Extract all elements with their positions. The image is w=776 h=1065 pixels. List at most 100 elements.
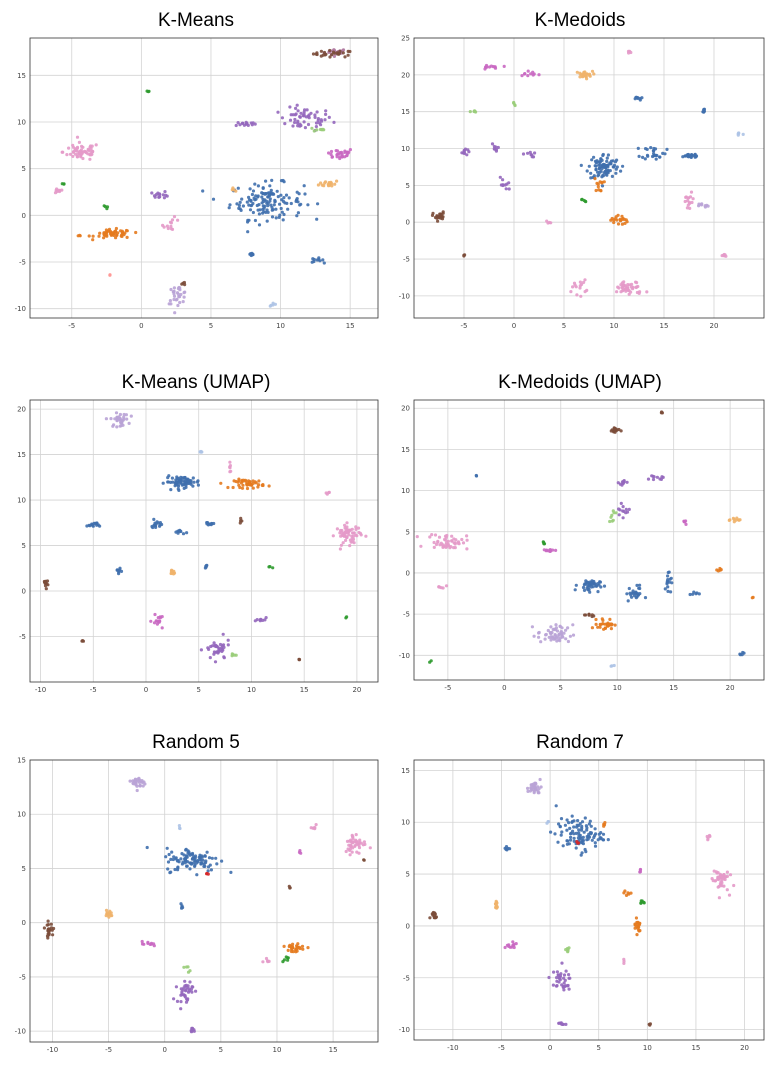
data-point	[606, 153, 610, 157]
data-point	[170, 218, 175, 222]
kmedoids-umap-panel: K-Medoids (UMAP) -5 0 5 10 15 20 -10 -5 0 5 10 15 20	[388, 370, 772, 700]
kmeans-panel: K-Means -5 0 5 10 15 -10 -5 0 5 10 15	[6, 8, 386, 330]
data-point	[172, 997, 176, 1001]
data-point	[610, 622, 614, 626]
data-point	[158, 616, 162, 620]
data-point	[262, 210, 266, 214]
cluster	[639, 899, 646, 905]
data-point	[169, 227, 173, 231]
data-point	[625, 510, 630, 514]
data-point	[603, 622, 607, 626]
y-tick-label: 0	[406, 569, 410, 577]
data-point	[689, 190, 694, 194]
cluster	[659, 410, 664, 415]
x-tick-label: 0	[502, 684, 506, 692]
data-point	[571, 285, 575, 289]
data-point	[192, 480, 196, 484]
data-point	[213, 660, 218, 664]
data-point	[571, 623, 575, 627]
data-point	[547, 975, 551, 980]
cluster	[580, 197, 588, 204]
data-point	[266, 210, 270, 214]
cluster	[638, 867, 643, 874]
data-point	[564, 969, 568, 973]
x-tick-label: 5	[596, 1044, 600, 1052]
data-point	[191, 476, 195, 480]
data-point	[115, 233, 119, 237]
data-point	[503, 846, 507, 850]
data-point	[551, 636, 555, 640]
data-point	[626, 599, 630, 603]
cluster	[324, 490, 331, 496]
data-point	[298, 115, 302, 119]
data-point	[614, 215, 618, 219]
cluster	[503, 940, 518, 950]
data-point	[253, 198, 257, 202]
data-point	[689, 155, 693, 159]
cluster	[608, 509, 618, 524]
x-tick-label: -10	[35, 686, 46, 694]
data-point	[580, 841, 584, 845]
data-point	[173, 311, 177, 315]
y-tick-label: 20	[401, 405, 410, 413]
data-point	[260, 195, 264, 199]
data-point	[738, 652, 742, 656]
plot-frame	[29, 37, 379, 319]
data-point	[578, 71, 582, 75]
data-point	[601, 152, 605, 157]
data-point	[528, 789, 532, 793]
data-point	[619, 283, 623, 287]
data-point	[593, 164, 597, 168]
data-point	[600, 180, 604, 184]
data-point	[645, 153, 650, 157]
data-point	[264, 179, 268, 183]
data-point	[91, 234, 95, 238]
y-tick-label: -5	[19, 259, 26, 267]
data-point	[592, 614, 596, 618]
data-point	[153, 521, 157, 525]
data-point	[324, 491, 328, 495]
data-point	[575, 70, 579, 74]
data-point	[323, 118, 327, 122]
data-point	[567, 842, 571, 846]
kmeans-umap-panel: K-Means (UMAP) -10 -5 0 5 10 15 20 -5 0 5 10 15 20	[6, 370, 386, 700]
cluster	[169, 568, 177, 576]
data-point	[638, 583, 642, 587]
data-point	[601, 622, 605, 626]
y-tick-label: 0	[22, 588, 26, 596]
data-point	[60, 150, 64, 154]
data-point	[258, 619, 262, 623]
data-point	[178, 295, 182, 299]
data-point	[319, 181, 323, 185]
data-point	[181, 300, 185, 304]
cluster	[102, 204, 110, 211]
data-point	[184, 988, 188, 992]
data-point	[166, 476, 170, 480]
data-point	[717, 876, 721, 881]
random7-plot: -10 -5 0 5 10 15 20 -10 -5 0 5 10 15	[399, 759, 765, 1052]
data-point	[169, 302, 173, 306]
data-point	[686, 155, 691, 159]
data-point	[717, 896, 721, 900]
data-point	[598, 625, 602, 629]
data-point	[166, 860, 171, 864]
cluster	[167, 285, 187, 315]
data-point	[263, 198, 267, 202]
data-point	[238, 485, 242, 490]
data-point	[135, 788, 139, 793]
data-point	[345, 535, 349, 540]
data-point	[341, 541, 345, 545]
data-point	[530, 783, 534, 787]
data-point	[551, 983, 555, 987]
data-point	[539, 785, 543, 789]
data-point	[271, 566, 275, 570]
data-point	[533, 781, 537, 785]
data-point	[115, 425, 119, 429]
data-point	[568, 976, 572, 980]
y-tick-label: 10	[17, 811, 26, 819]
data-point	[265, 219, 269, 223]
data-point	[43, 584, 48, 588]
data-point	[579, 853, 583, 857]
x-tick-label: 20	[352, 686, 361, 694]
data-point	[244, 122, 248, 126]
